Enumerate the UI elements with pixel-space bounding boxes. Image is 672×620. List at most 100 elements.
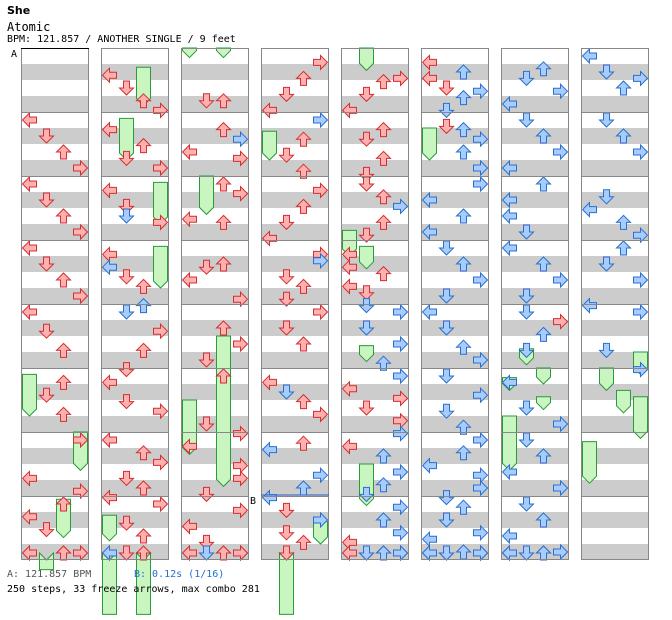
up-arrow [535,256,552,272]
beat-stripe [181,64,249,80]
right-arrow [553,313,569,330]
right-arrow [553,543,569,561]
up-arrow [455,499,472,515]
up-arrow [455,89,472,106]
beat-stripe [181,96,249,112]
down-arrow [438,102,455,119]
up-arrow [455,256,472,272]
column-borders [21,48,649,560]
beat-stripe [341,416,409,432]
left-arrow [501,463,517,481]
up-arrow [135,278,152,294]
beat-stripe [181,288,249,304]
beat-stripe [21,416,89,432]
freeze-arrow [39,551,54,571]
down-arrow [358,486,375,503]
up-arrow [135,342,152,358]
freeze-arrow [359,345,374,363]
left-arrow [341,278,357,295]
freeze-arrow [22,373,37,417]
left-arrow [341,102,357,119]
beat-stripe [501,192,569,208]
up-arrow [55,144,72,160]
right-arrow [553,271,569,289]
freeze-arrow [262,130,277,161]
up-arrow [215,93,232,109]
up-arrow [375,512,392,528]
down-arrow [438,320,455,336]
left-arrow [101,66,117,84]
beat-stripe [101,256,169,272]
up-arrow [55,374,72,390]
beat-stripe [421,416,489,432]
down-arrow [38,128,55,144]
down-arrow [278,86,295,103]
marker-b-label: B [250,496,256,507]
beat-stripe [101,288,169,304]
down-arrow [198,486,215,503]
left-arrow [501,374,517,391]
beat-stripe [21,160,89,176]
up-arrow [295,336,312,352]
up-arrow [295,131,312,147]
right-arrow [233,425,249,442]
down-arrow [518,545,535,561]
left-arrow [21,111,37,129]
up-arrow [375,355,392,371]
up-arrow [215,368,232,384]
right-arrow [473,271,489,289]
freeze-arrow [153,245,168,289]
left-arrow [21,175,37,193]
up-arrow [455,121,472,138]
down-arrow [278,545,295,561]
down-arrow [518,400,535,416]
freeze-arrow [633,396,648,440]
up-arrow [295,393,312,410]
down-arrow [118,269,135,285]
beat-stripe [501,384,569,400]
beat-stripe [341,320,409,336]
beat-stripe [421,544,489,560]
up-arrow [535,448,552,464]
beat-stripe [261,192,329,208]
beat-stripe [21,128,89,144]
right-arrow [633,143,649,161]
down-arrow [358,227,375,243]
right-arrow [633,226,649,244]
beat-stripe [581,352,649,368]
down-arrow [598,64,615,80]
left-arrow [181,518,197,535]
freeze-arrow [502,415,517,472]
left-arrow [421,70,437,87]
left-arrow [261,374,277,391]
beat-stripe [181,544,249,560]
up-arrow [55,406,72,422]
right-arrow [473,524,489,542]
beat-stripe [181,448,249,464]
down-arrow [518,70,535,87]
left-arrow [341,258,357,276]
down-arrow [198,416,215,432]
beat-stripe [181,416,249,432]
right-arrow [313,511,329,529]
beat-stripe [261,544,329,560]
up-arrow [535,128,552,144]
right-arrow [473,82,489,100]
beat-stripe [501,448,569,464]
beat-stripe [101,320,169,336]
down-arrow [358,320,375,336]
right-arrow [553,415,569,433]
up-arrow [55,272,72,288]
beat-stripe [341,448,409,464]
right-arrow [473,130,489,148]
up-arrow [455,64,472,80]
right-arrow [153,159,169,177]
up-arrow [135,137,152,154]
down-arrow [438,118,455,135]
left-arrow [261,102,277,119]
left-arrow [101,121,117,138]
freeze-arrow [199,175,214,216]
freeze-arrow [216,335,231,488]
right-arrow [393,367,409,385]
up-arrow [215,121,232,138]
